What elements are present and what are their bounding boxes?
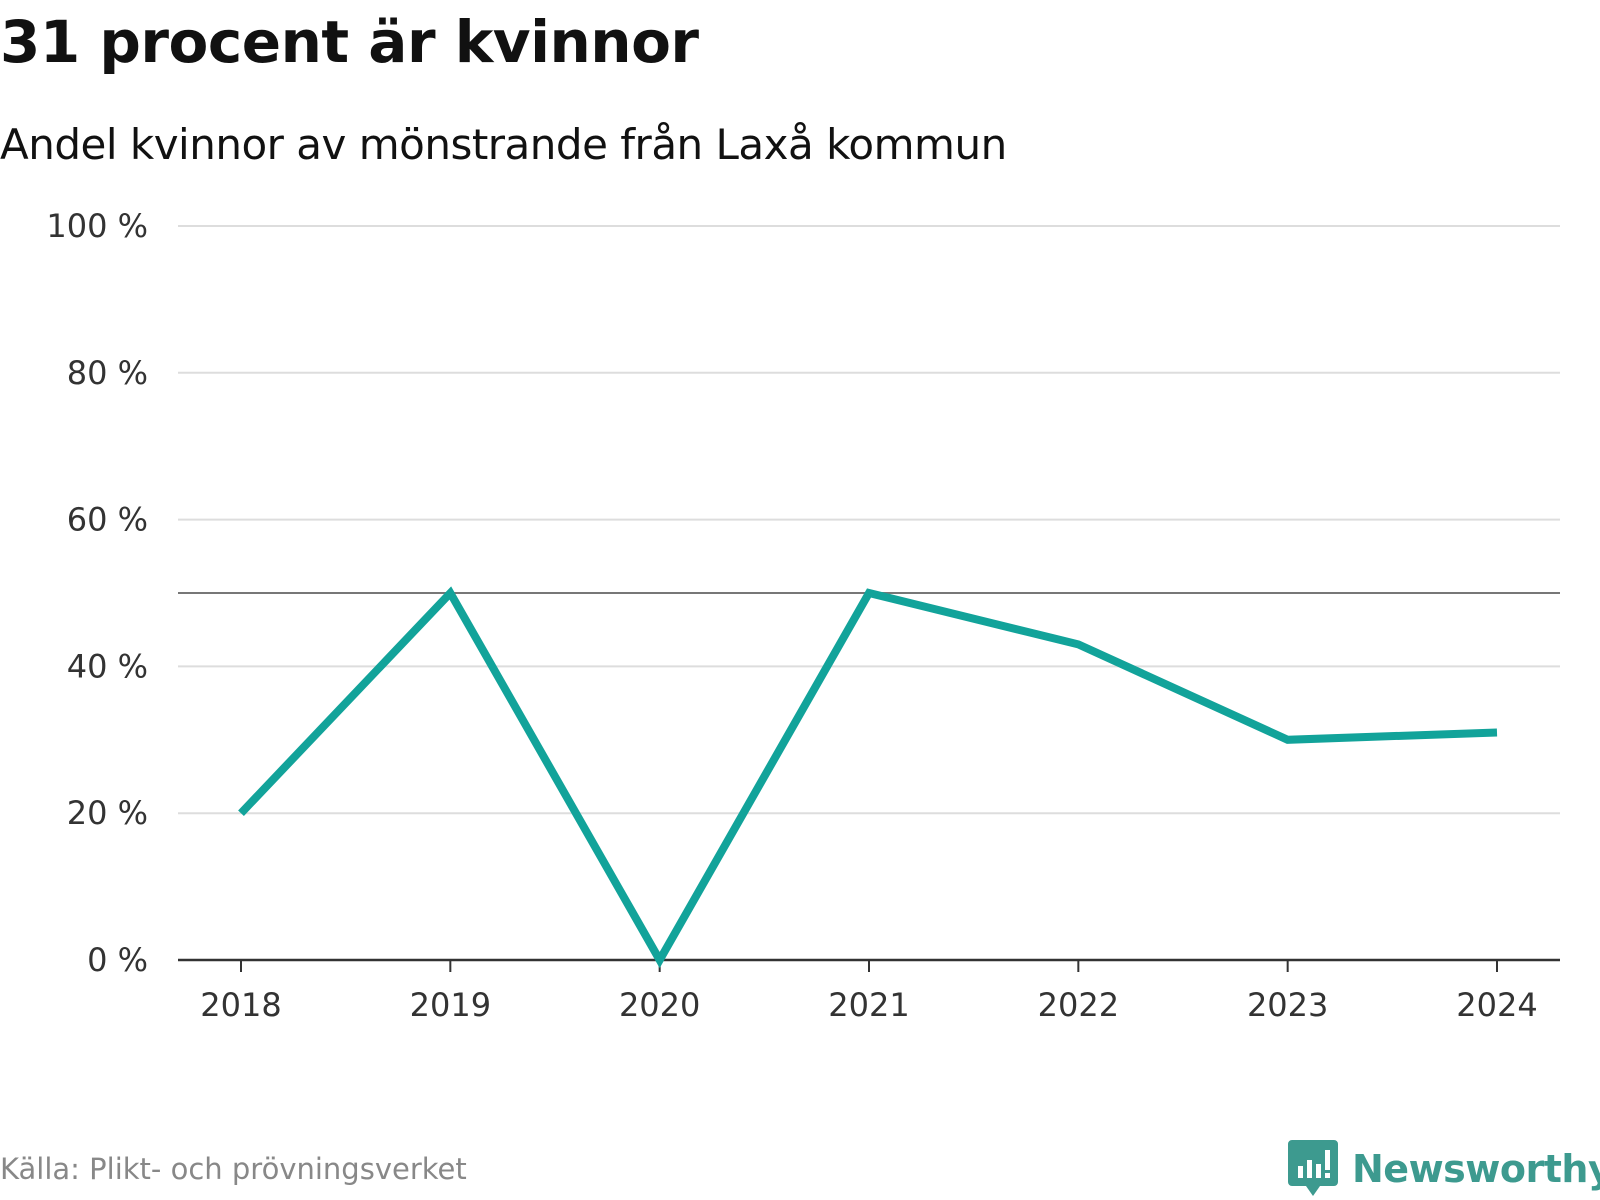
y-tick-label: 20 % <box>67 794 148 832</box>
source-note: Källa: Plikt- och prövningsverket <box>0 1152 467 1186</box>
brand-name: Newsworthy <box>1352 1147 1600 1191</box>
x-tick-label: 2023 <box>1247 986 1328 1024</box>
y-tick-label: 60 % <box>67 501 148 539</box>
chart-subtitle: Andel kvinnor av mönstrande från Laxå ko… <box>0 120 1007 169</box>
x-tick-label: 2024 <box>1456 986 1537 1024</box>
series-line <box>238 586 1498 969</box>
x-tick-label: 2022 <box>1038 986 1119 1024</box>
x-tick-label: 2019 <box>410 986 491 1024</box>
brand-logo: Newsworthy <box>1288 1140 1600 1198</box>
y-tick-label: 80 % <box>67 354 148 392</box>
chart-title: 31 procent är kvinnor <box>0 8 699 76</box>
x-tick-label: 2018 <box>200 986 281 1024</box>
x-tick-label: 2021 <box>828 986 909 1024</box>
y-tick-label: 100 % <box>46 207 148 245</box>
y-tick-label: 40 % <box>67 647 148 685</box>
y-tick-label: 0 % <box>87 941 148 979</box>
x-tick-label: 2020 <box>619 986 700 1024</box>
newsworthy-icon <box>1288 1140 1338 1196</box>
